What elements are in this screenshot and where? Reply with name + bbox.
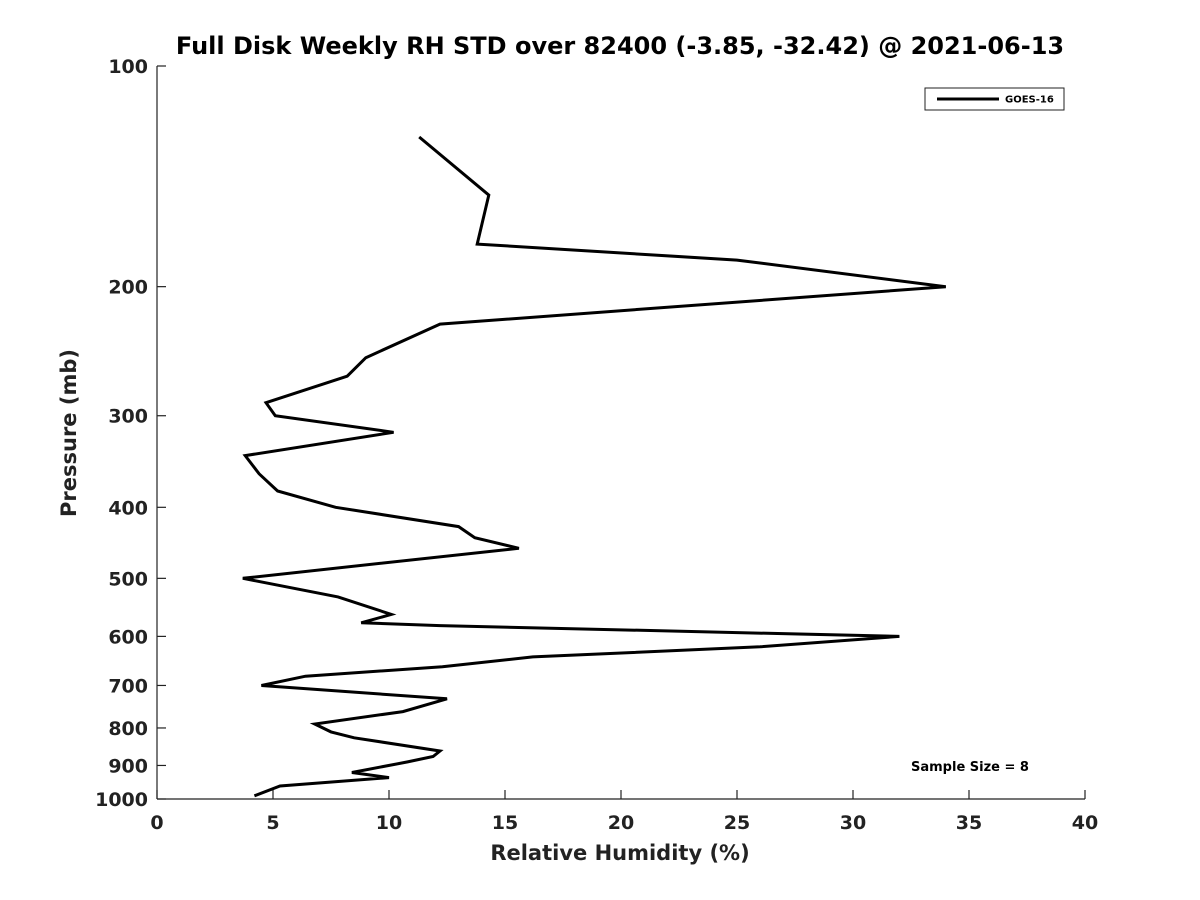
- x-tick-label: 5: [266, 812, 279, 834]
- x-axis-label: Relative Humidity (%): [490, 841, 749, 865]
- y-tick-label: 600: [108, 626, 148, 648]
- x-tick-label: 30: [840, 812, 866, 834]
- y-tick-label: 900: [108, 755, 148, 777]
- legend: GOES-16: [924, 87, 1065, 111]
- x-tick-label: 25: [724, 812, 750, 834]
- y-tick-label: 1000: [95, 789, 148, 811]
- x-axis-ticks: 0 5 10 15 20 25 30 35 40: [150, 790, 1098, 834]
- y-tick-label: 200: [108, 277, 148, 299]
- x-tick-label: 10: [376, 812, 402, 834]
- y-tick-label: 500: [108, 568, 148, 590]
- legend-entry: GOES-16: [1005, 95, 1054, 106]
- y-axis-label: Pressure (mb): [57, 349, 81, 517]
- chart-title: Full Disk Weekly RH STD over 82400 (-3.8…: [176, 32, 1064, 60]
- series-layer: [242, 135, 946, 798]
- x-tick-label: 40: [1072, 812, 1098, 834]
- y-tick-label: 700: [108, 675, 148, 697]
- x-tick-label: 20: [608, 812, 634, 834]
- y-tick-label: 300: [108, 406, 148, 428]
- y-tick-label: 400: [108, 497, 148, 519]
- x-tick-label: 15: [492, 812, 518, 834]
- y-tick-label: 100: [108, 56, 148, 78]
- series-line-goes-16: [242, 135, 946, 798]
- x-tick-label: 35: [956, 812, 982, 834]
- sample-size-annotation: Sample Size = 8: [911, 760, 1029, 775]
- y-tick-label: 800: [108, 718, 148, 740]
- x-tick-label: 0: [150, 812, 163, 834]
- y-axis-ticks: 100 200 300 400 500 600 700 800 900 1000: [95, 56, 166, 811]
